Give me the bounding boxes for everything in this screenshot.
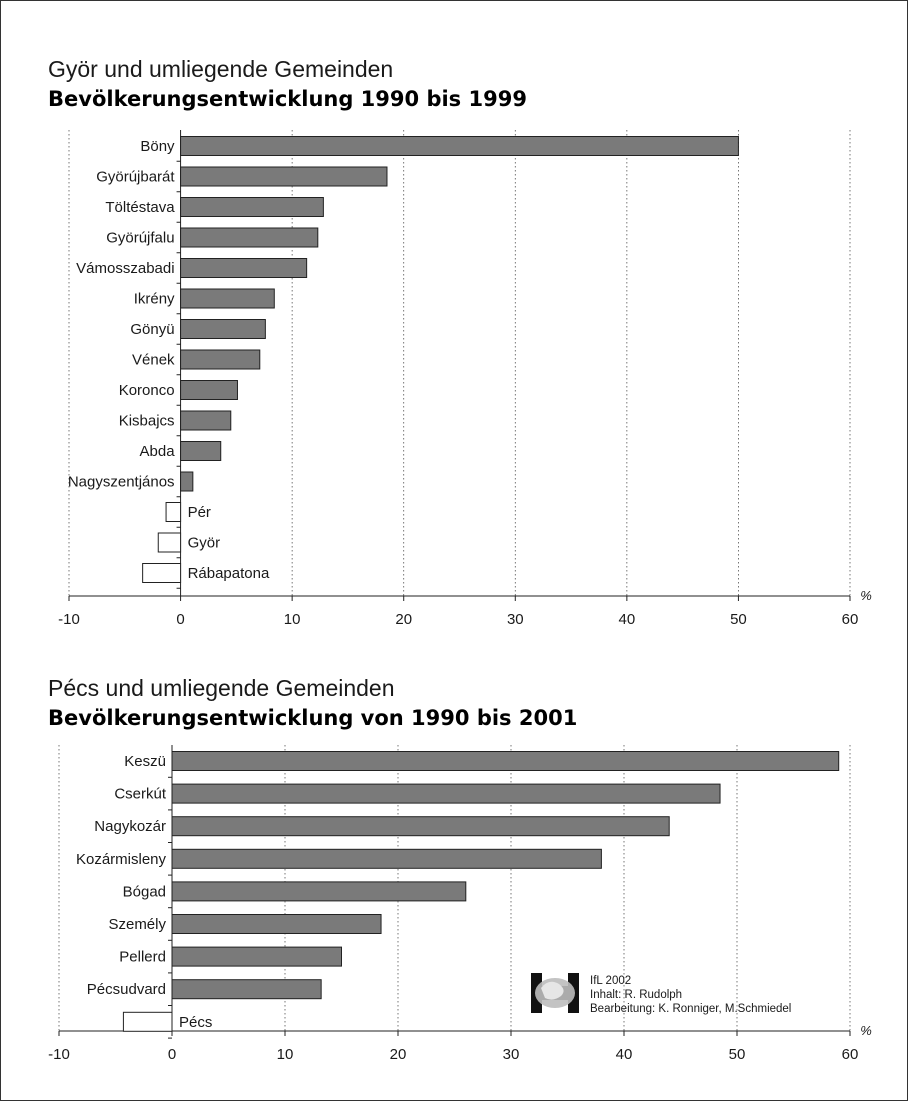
chart2-category-label: Bógad [123,883,166,900]
chart1-bar [180,441,222,461]
chart1-category-label: Györ [188,535,221,552]
chart1-category-label: Kisbajcs [119,413,175,430]
chart2-tick-label: 20 [390,1046,407,1063]
chart1-category-label: Nagyszentjános [68,474,175,491]
chart1-bar [165,502,182,522]
chart2-tick-label: 50 [729,1046,746,1063]
chart2-bar [171,979,322,1000]
credit-line1: IfL 2002 [590,975,631,987]
chart1-tick-label: 40 [619,611,636,628]
credit-line3: Bearbeitung: K. Ronniger, M.Schmiedel [590,1003,791,1015]
chart2-bar [171,848,602,869]
chart2-category-label: Pellerd [119,949,166,966]
chart2-category-label: Keszü [124,753,166,770]
chart1-bar [180,258,308,278]
chart2-category-label: Pécsudvard [87,981,166,998]
chart2-unit-label: % [860,1023,872,1038]
chart1-category-label: Koronco [119,382,175,399]
chart1-bar [180,197,324,217]
chart1-category-label: Rábapatona [188,565,270,582]
chart2-category-label: Személy [108,916,166,933]
chart1-bar [180,410,232,431]
chart1-tick-label: 0 [176,611,184,628]
chart2-tick-label: -10 [48,1046,70,1063]
chart1-bar [180,349,261,370]
chart1-bar [180,227,319,248]
chart1-bar [180,380,238,400]
chart1-category-label: Töltéstava [105,199,175,216]
chart1-category-label: Ikrény [134,291,175,308]
chart2-tick-label: 0 [168,1046,176,1063]
chart1-title: Györ und umliegende Gemeinden [48,56,393,82]
chart1-tick-label: 30 [507,611,524,628]
chart1-tick-label: -10 [58,611,80,628]
chart1-category-label: Abda [140,443,176,460]
chart1-category-label: Vének [132,352,175,369]
chart1-bar [180,471,194,492]
chart2-bar [122,1011,173,1032]
chart2-bar [171,946,342,967]
chart2-bar [171,914,382,934]
chart2-bar [171,751,840,771]
chart1-bar [180,288,275,309]
chart1-category-label: Böny [140,138,175,155]
chart2-bar [171,881,467,902]
chart2-tick-label: 40 [616,1046,633,1063]
credit-line2: Inhalt: R. Rudolph [590,989,682,1001]
chart1-bar [180,136,739,156]
chart2-category-label: Kozármisleny [76,851,167,868]
chart2-tick-label: 10 [277,1046,294,1063]
chart1-category-label: Gönyü [130,321,174,338]
chart1-tick-label: 60 [842,611,859,628]
chart2-plot: -10 0 10 20 30 40 50 60% Keszü Cserkút Nagykozár Ko… [48,745,872,1063]
chart1-bar [180,319,266,339]
chart1-category-label: Györújbarát [96,169,175,186]
chart2-category-label: Pécs [179,1014,212,1031]
ifl-logo [531,973,579,1013]
chart2-tick-label: 30 [503,1046,520,1063]
chart2-bar [171,783,721,804]
chart2-category-label: Nagykozár [94,818,166,835]
chart2-title: Pécs und umliegende Gemeinden [48,675,395,701]
chart1-category-label: Györújfalu [106,230,174,247]
chart1-bar [180,166,388,187]
chart1-category-label: Pér [188,504,211,521]
chart1-subtitle: Bevölkerungsentwicklung 1990 bis 1999 [48,87,527,111]
chart2-category-label: Cserkút [114,786,167,803]
chart1-tick-label: 50 [730,611,747,628]
chart1-plot: -10 0 10 20 30 40 50 60% Böny Györújbarát Töltésta… [58,130,872,628]
chart1-category-label: Vámosszabadi [76,260,174,277]
chart1-bar [142,563,182,583]
chart1-unit-label: % [860,588,872,603]
chart1-tick-label: 10 [284,611,301,628]
chart1-tick-label: 20 [395,611,412,628]
chart2-tick-label: 60 [842,1046,859,1063]
chart2-subtitle: Bevölkerungsentwicklung von 1990 bis 200… [48,706,577,730]
chart2-bar [171,816,670,837]
chart1-bar [157,532,182,553]
